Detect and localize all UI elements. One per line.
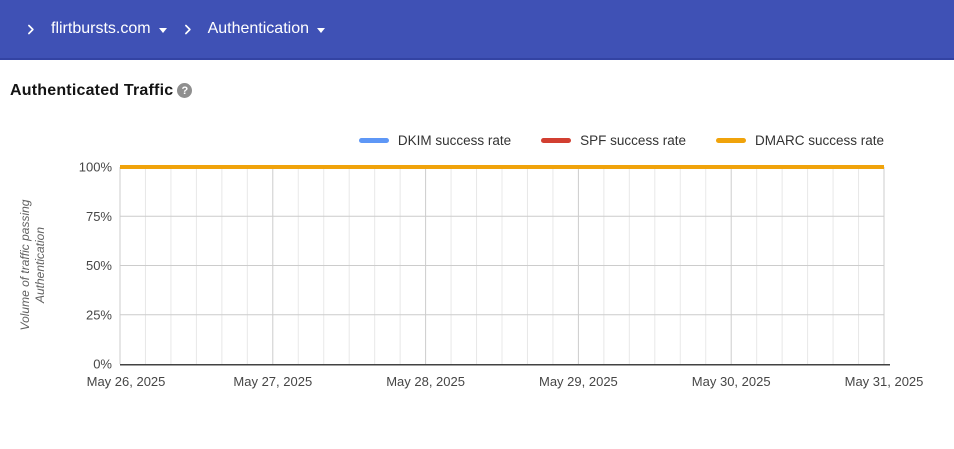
y-axis-title-line-1: Volume of traffic passing <box>18 199 32 331</box>
svg-text:May 26, 2025: May 26, 2025 <box>87 374 166 389</box>
top-nav-bar: flirtbursts.com Authentication <box>0 0 954 60</box>
chart-legend: DKIM success rate SPF success rate DMARC s… <box>358 133 884 148</box>
svg-text:May 27, 2025: May 27, 2025 <box>233 374 312 389</box>
y-tick-labels: 0% 25% 50% 75% 100% <box>79 160 113 372</box>
breadcrumb-chevron-icon <box>23 22 38 37</box>
svg-text:May 30, 2025: May 30, 2025 <box>692 374 771 389</box>
legend-label: SPF success rate <box>580 133 686 148</box>
help-icon[interactable]: ? <box>177 83 193 98</box>
y-axis-title: Volume of traffic passing Authentication <box>18 169 48 361</box>
domain-selector[interactable]: flirtbursts.com <box>51 20 167 38</box>
svg-text:May 28, 2025: May 28, 2025 <box>386 374 465 389</box>
dropdown-caret-icon <box>158 27 167 33</box>
svg-text:100%: 100% <box>79 160 113 175</box>
section-selector[interactable]: Authentication <box>208 20 325 38</box>
section-selector-label: Authentication <box>207 20 309 37</box>
breadcrumb-chevron-icon <box>180 22 195 37</box>
y-axis-title-line-2: Authentication <box>33 226 47 304</box>
x-tick-labels: May 26, 2025 May 27, 2025 May 28, 2025 May … <box>87 374 924 389</box>
title-row: Authenticated Traffic ? <box>10 82 193 100</box>
dropdown-caret-icon <box>316 27 325 33</box>
page-title: Authenticated Traffic <box>10 82 174 99</box>
legend-swatch-spf-success-rate <box>541 138 572 143</box>
svg-text:75%: 75% <box>86 209 112 224</box>
legend-label: DMARC success rate <box>754 133 884 148</box>
chart-plot[interactable]: 0%25%50%75%100%May 26, 2025 May 27, 2025 M… <box>0 155 954 405</box>
legend-item-spf-success-rate: SPF success rate <box>541 133 686 148</box>
legend-swatch-dmarc-success-rate <box>715 138 746 143</box>
svg-text:0%: 0% <box>93 357 112 372</box>
svg-text:50%: 50% <box>86 258 112 273</box>
svg-text:May 31, 2025: May 31, 2025 <box>845 374 924 389</box>
legend-item-dmarc-success-rate: DMARC success rate <box>715 133 884 148</box>
legend-swatch-dkim-success-rate <box>358 138 389 143</box>
domain-selector-label: flirtbursts.com <box>51 20 151 37</box>
legend-label: DKIM success rate <box>397 133 512 148</box>
svg-text:May 29, 2025: May 29, 2025 <box>539 374 618 389</box>
legend-item-dkim-success-rate: DKIM success rate <box>358 133 512 148</box>
chart: 0% 25% 50% 75% 100% May 26, 2025 May 27, 2025 M… <box>0 155 954 405</box>
svg-text:25%: 25% <box>86 307 112 322</box>
